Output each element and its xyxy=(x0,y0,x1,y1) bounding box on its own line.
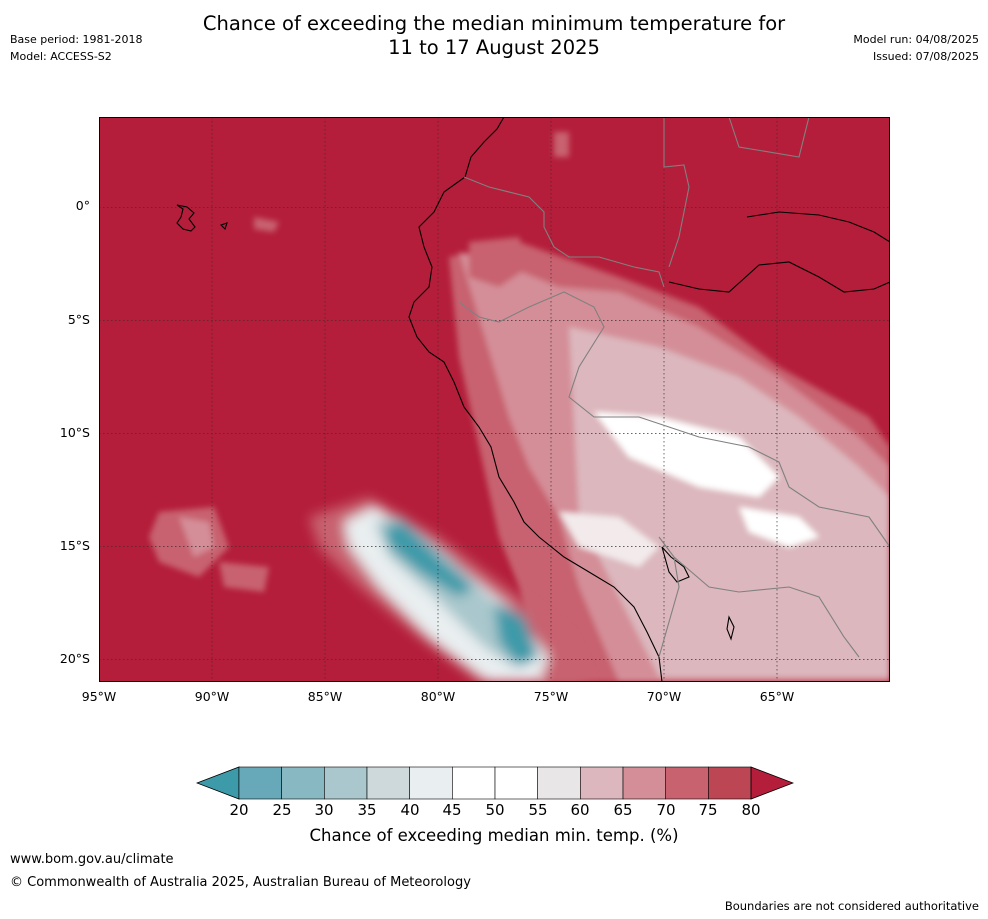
lon-label: 95°W xyxy=(81,689,117,704)
colorbar-extend-high xyxy=(750,766,794,800)
title-line-1: Chance of exceeding the median minimum t… xyxy=(202,12,786,35)
colorbar-label: 65 xyxy=(613,801,633,819)
colorbar-label: 80 xyxy=(741,801,761,819)
colorbar-label: 25 xyxy=(272,801,292,819)
colorbar-segment xyxy=(324,766,368,800)
lat-label: 10°S xyxy=(59,425,90,440)
colorbar-segment xyxy=(238,766,282,800)
colorbar-segment xyxy=(708,766,752,800)
colorbar-segment xyxy=(281,766,325,800)
lat-label: 20°S xyxy=(59,651,90,666)
colorbar-label: 75 xyxy=(698,801,718,819)
footer-note: Boundaries are not considered authoritat… xyxy=(724,899,979,913)
meta-left: Base period: 1981-2018 Model: ACCESS-S2 xyxy=(10,31,142,65)
colorbar-label: 60 xyxy=(570,801,590,819)
colorbar-label: 50 xyxy=(485,801,505,819)
colorbar-segment xyxy=(494,766,538,800)
lon-label: 90°W xyxy=(194,689,230,704)
map-title: Chance of exceeding the median minimum t… xyxy=(0,12,988,60)
colorbar-segment xyxy=(366,766,410,800)
issued-date: Issued: 07/08/2025 xyxy=(872,50,979,63)
lat-label: 5°S xyxy=(67,312,90,327)
colorbar-segment xyxy=(622,766,666,800)
lat-label: 0° xyxy=(75,198,90,213)
footer-url[interactable]: www.bom.gov.au/climate xyxy=(10,852,174,867)
colorbar-label: 45 xyxy=(442,801,462,819)
colorbar-label: 55 xyxy=(528,801,548,819)
colorbar-segment xyxy=(409,766,453,800)
model-name: Model: ACCESS-S2 xyxy=(10,50,112,63)
coastline xyxy=(176,117,890,682)
probability-field xyxy=(149,132,890,682)
meta-right: Model run: 04/08/2025 Issued: 07/08/2025 xyxy=(853,31,979,65)
map-panel xyxy=(99,117,890,682)
base-period: Base period: 1981-2018 xyxy=(10,33,143,46)
colorbar-extend-low xyxy=(196,766,240,800)
lon-label: 65°W xyxy=(759,689,795,704)
lon-label: 70°W xyxy=(646,689,682,704)
colorbar-label: 20 xyxy=(229,801,249,819)
colorbar-segment xyxy=(537,766,581,800)
map-frame xyxy=(99,117,890,682)
footer-copyright: © Commonwealth of Australia 2025, Austra… xyxy=(10,875,471,890)
map-canvas xyxy=(99,117,890,682)
lat-label: 15°S xyxy=(59,538,90,553)
cool-anomaly-band xyxy=(309,497,589,682)
colorbar-segment xyxy=(665,766,709,800)
lon-label: 80°W xyxy=(420,689,456,704)
colorbar xyxy=(196,766,794,800)
colorbar-label: 30 xyxy=(314,801,334,819)
country-borders xyxy=(458,117,890,658)
lon-label: 85°W xyxy=(307,689,343,704)
colorbar-label: 35 xyxy=(357,801,377,819)
colorbar-title: Chance of exceeding median min. temp. (%… xyxy=(309,826,679,845)
colorbar-segment xyxy=(452,766,496,800)
colorbar-label: 70 xyxy=(656,801,676,819)
colorbar-segment xyxy=(580,766,624,800)
model-run: Model run: 04/08/2025 xyxy=(853,33,979,46)
colorbar-label: 40 xyxy=(400,801,420,819)
title-line-2: 11 to 17 August 2025 xyxy=(388,36,600,59)
lon-label: 75°W xyxy=(533,689,569,704)
